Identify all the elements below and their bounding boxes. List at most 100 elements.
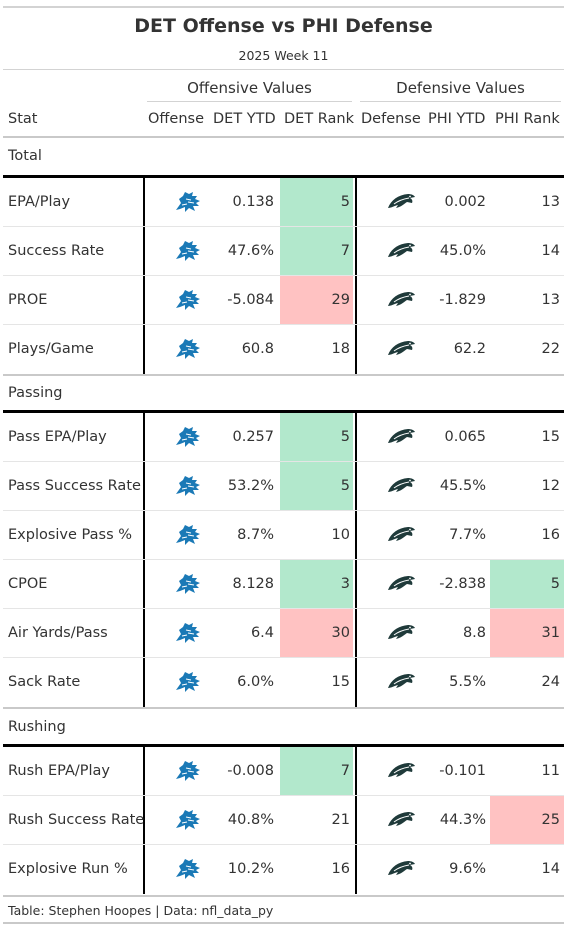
- spanner-offensive-underline: [147, 101, 352, 102]
- det-rank-value: 21: [331, 812, 350, 828]
- det-rank-highlight: [280, 276, 353, 325]
- phi-rank-highlight: [490, 796, 564, 845]
- det-rank-highlight: [280, 560, 353, 609]
- defense-column-divider: [355, 744, 357, 894]
- row-group-label: Rushing: [8, 719, 66, 735]
- det-ytd-value: 53.2%: [227, 478, 274, 494]
- phi-ytd-value: 45.0%: [439, 243, 486, 259]
- phi-rank-value: 15: [541, 429, 560, 445]
- phi-ytd-value: 0.065: [444, 429, 486, 445]
- table-subtitle: 2025 Week 11: [238, 48, 329, 63]
- det-ytd-value: 40.8%: [227, 812, 274, 828]
- lions-logo-icon: [173, 474, 203, 498]
- phi-rank-value: 31: [541, 625, 560, 641]
- phi-rank-value: 25: [541, 812, 560, 828]
- phi-rank-value: 14: [541, 861, 560, 877]
- phi-ytd-value: 44.3%: [439, 812, 486, 828]
- spanner-offensive-values: Offensive Values: [187, 79, 312, 97]
- lions-logo-icon: [173, 621, 203, 645]
- row-divider: [3, 844, 564, 845]
- defense-column-divider: [355, 410, 357, 707]
- row-group-bottom-border: [3, 707, 564, 709]
- phi-ytd-value: 62.2: [453, 341, 486, 357]
- row-divider: [3, 608, 564, 609]
- offense-column-divider: [143, 175, 145, 374]
- spanner-defensive-underline: [360, 101, 561, 102]
- table-row: Pass EPA/Play 0.257 5 0.065 15: [0, 413, 567, 462]
- det-rank-value: 30: [331, 625, 350, 641]
- phi-rank-value: 16: [541, 527, 560, 543]
- phi-ytd-value: 0.002: [444, 194, 486, 210]
- table-row: Air Yards/Pass 6.4 30 8.8 31: [0, 609, 567, 658]
- row-divider: [3, 657, 564, 658]
- det-ytd-value: 0.138: [232, 194, 274, 210]
- lions-logo-icon: [173, 288, 203, 312]
- stat-name: Sack Rate: [8, 674, 81, 690]
- stat-name: EPA/Play: [8, 194, 71, 210]
- det-ytd-value: 8.7%: [237, 527, 274, 543]
- phi-rank-value: 5: [550, 576, 560, 592]
- row-group-bottom-border: [3, 374, 564, 376]
- offense-column-divider: [143, 410, 145, 707]
- phi-rank-value: 13: [541, 194, 560, 210]
- table-row: Sack Rate 6.0% 15 5.5% 24: [0, 658, 567, 707]
- phi-rank-value: 24: [541, 674, 560, 690]
- lions-logo-icon: [173, 759, 203, 783]
- eagles-logo-icon: [386, 190, 416, 214]
- lions-logo-icon: [173, 857, 203, 881]
- stat-name: Explosive Run %: [8, 861, 128, 877]
- column-header-phi-rank: PHI Rank: [495, 111, 560, 127]
- stat-name: CPOE: [8, 576, 48, 592]
- eagles-logo-icon: [386, 759, 416, 783]
- source-note: Table: Stephen Hoopes | Data: nfl_data_p…: [8, 903, 274, 918]
- det-rank-value: 16: [331, 861, 350, 877]
- eagles-logo-icon: [386, 523, 416, 547]
- column-header-offense: Offense: [148, 111, 204, 127]
- det-rank-value: 5: [340, 429, 350, 445]
- phi-rank-value: 12: [541, 478, 560, 494]
- row-divider: [3, 275, 564, 276]
- lions-logo-icon: [173, 239, 203, 263]
- table-row: Rush Success Rate 40.8% 21 44.3% 25: [0, 796, 567, 845]
- phi-rank-value: 11: [541, 763, 560, 779]
- row-divider: [3, 226, 564, 227]
- det-rank-highlight: [280, 462, 353, 511]
- eagles-logo-icon: [386, 425, 416, 449]
- header-divider: [3, 69, 564, 70]
- table-row: Rush EPA/Play -0.008 7 -0.101 11: [0, 747, 567, 796]
- phi-ytd-value: 7.7%: [449, 527, 486, 543]
- stat-name: Rush EPA/Play: [8, 763, 110, 779]
- phi-rank-value: 14: [541, 243, 560, 259]
- phi-ytd-value: -0.101: [439, 763, 486, 779]
- phi-ytd-value: 5.5%: [449, 674, 486, 690]
- row-group-top-border: [3, 175, 564, 178]
- det-ytd-value: 10.2%: [227, 861, 274, 877]
- column-header-det-ytd: DET YTD: [213, 111, 276, 127]
- phi-rank-value: 22: [541, 341, 560, 357]
- lions-logo-icon: [173, 670, 203, 694]
- eagles-logo-icon: [386, 670, 416, 694]
- defense-column-divider: [355, 175, 357, 374]
- phi-ytd-value: 8.8: [462, 625, 486, 641]
- row-group-label: Passing: [8, 385, 63, 401]
- det-ytd-value: -5.084: [227, 292, 274, 308]
- top-border: [3, 6, 564, 8]
- det-rank-highlight: [280, 747, 353, 796]
- column-header-stat: Stat: [8, 111, 38, 127]
- det-rank-value: 7: [340, 763, 350, 779]
- table-row: EPA/Play 0.138 5 0.002 13: [0, 178, 567, 227]
- stat-name: PROE: [8, 292, 48, 308]
- det-ytd-value: 0.257: [232, 429, 274, 445]
- row-divider: [3, 795, 564, 796]
- det-rank-value: 29: [331, 292, 350, 308]
- det-ytd-value: 6.4: [250, 625, 274, 641]
- stat-name: Plays/Game: [8, 341, 94, 357]
- row-group-label: Total: [8, 148, 42, 164]
- lions-logo-icon: [173, 572, 203, 596]
- column-header-defense: Defense: [361, 111, 421, 127]
- det-rank-value: 18: [331, 341, 350, 357]
- det-ytd-value: 47.6%: [227, 243, 274, 259]
- phi-ytd-value: -1.829: [439, 292, 486, 308]
- det-rank-highlight: [280, 609, 353, 658]
- det-rank-highlight: [280, 178, 353, 227]
